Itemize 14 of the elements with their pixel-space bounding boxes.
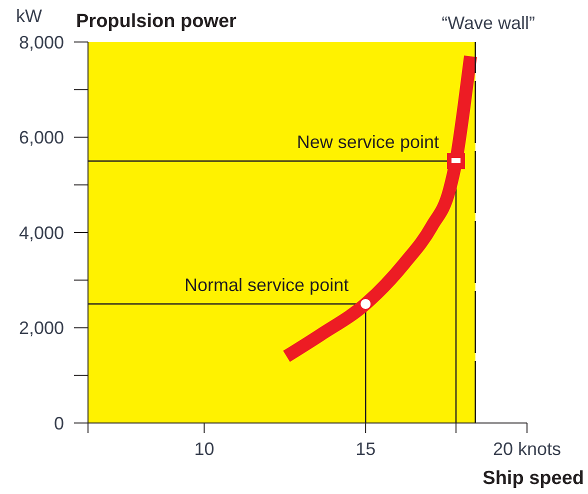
y-tick-label: 8,000 [18,32,64,52]
y-tick-label: 6,000 [18,128,64,148]
y-tick-label: 4,000 [18,222,64,243]
y-tick-label: 0 [54,413,64,434]
x-tick-label: 10 [194,438,214,459]
annotation: New service point [296,132,439,152]
ref-line-label: “Wave wall” [442,13,536,33]
text: kW [16,6,42,26]
x-tick-label: 20 knots [492,438,562,459]
x-tick-label: 15 [356,438,376,459]
annotation: Normal service point [184,274,349,295]
x-axis-title: Ship speed [482,468,584,489]
y-tick-label: 2,000 [18,318,64,338]
y-axis-title: Propulsion power [76,11,236,32]
